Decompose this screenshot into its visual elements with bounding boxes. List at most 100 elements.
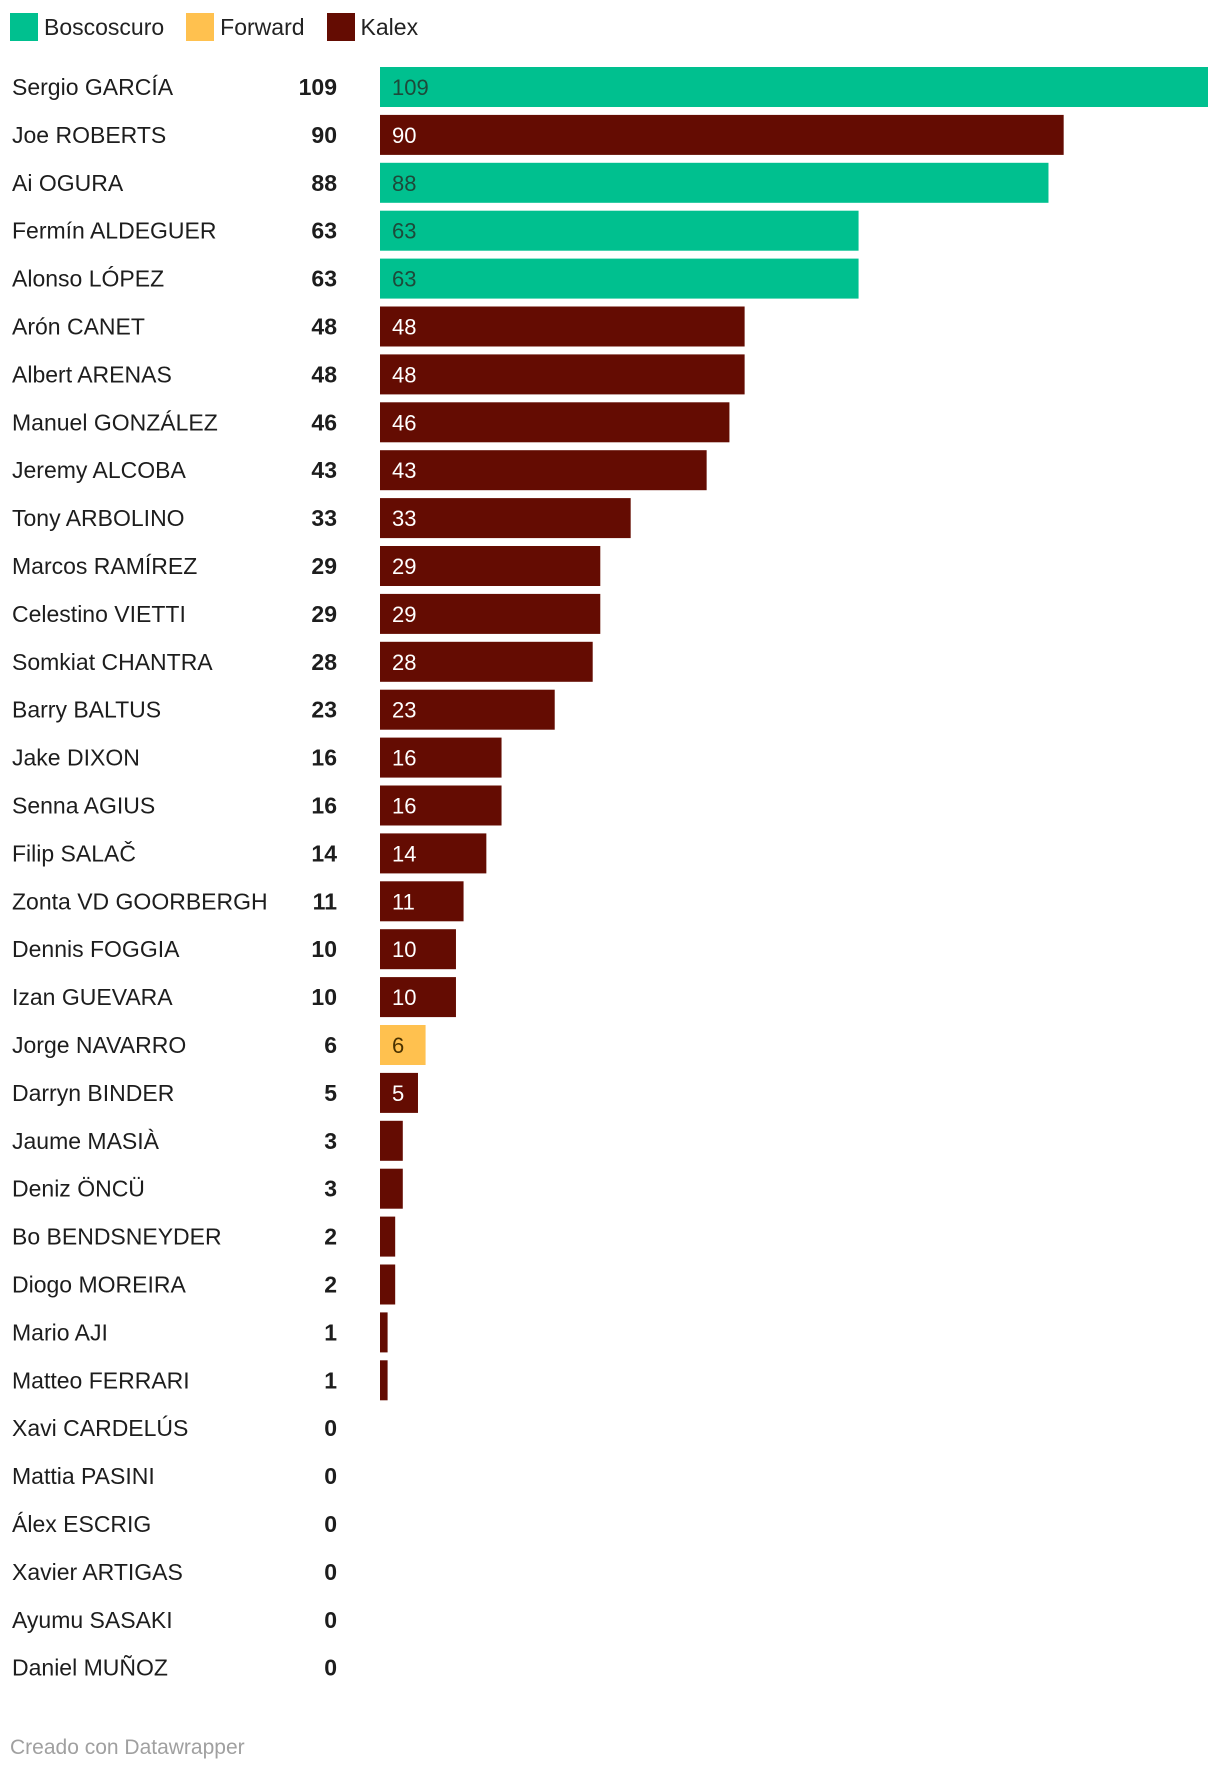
row-value: 90 xyxy=(311,122,337,148)
bar-row: Manuel GONZÁLEZ 46 46 xyxy=(12,402,730,443)
row-label: Matteo FERRARI xyxy=(12,1367,190,1393)
row-value: 109 xyxy=(299,74,337,100)
row-value: 23 xyxy=(311,697,337,723)
row-value: 0 xyxy=(324,1655,337,1681)
chart-legend: Boscoscuro Forward Kalex xyxy=(10,12,440,42)
bar-row: Joe ROBERTS 90 90 xyxy=(12,114,1064,155)
bar-row: Zonta VD GOORBERGH 11 11 xyxy=(12,881,464,922)
row-value: 48 xyxy=(311,361,337,387)
bar-row: Ayumu SASAKI 0 xyxy=(12,1607,337,1633)
bar xyxy=(380,929,456,970)
bar xyxy=(380,785,502,826)
row-value: 0 xyxy=(324,1415,337,1441)
legend-swatch xyxy=(186,13,215,41)
bar-row: Mario AJI 1 xyxy=(12,1312,388,1353)
bar-value-label: 43 xyxy=(392,458,416,483)
legend-item: Boscoscuro xyxy=(10,13,164,41)
row-label: Diogo MOREIRA xyxy=(12,1272,186,1298)
legend-swatch xyxy=(326,13,355,41)
bar-row: Alonso LÓPEZ 63 63 xyxy=(12,258,859,299)
row-value: 5 xyxy=(324,1080,337,1106)
bar-value-label: 10 xyxy=(392,937,416,962)
bar xyxy=(380,546,601,586)
bar-row: Arón CANET 48 48 xyxy=(12,306,745,347)
row-value: 0 xyxy=(324,1463,337,1489)
bar-row: Albert ARENAS 48 48 xyxy=(12,354,745,395)
bar xyxy=(380,1360,388,1401)
bar xyxy=(380,258,859,299)
bar-value-label: 46 xyxy=(392,410,416,435)
row-label: Jake DIXON xyxy=(12,745,140,771)
bar-row: Filip SALAČ 14 14 xyxy=(12,833,487,874)
bar xyxy=(380,593,601,634)
bar-value-label: 88 xyxy=(392,171,416,196)
bar-row: Daniel MUÑOZ 0 xyxy=(12,1655,337,1681)
bar xyxy=(380,641,593,682)
bar xyxy=(380,833,487,874)
row-label: Darryn BINDER xyxy=(12,1080,174,1106)
bar-value-label: 16 xyxy=(392,794,416,819)
bar xyxy=(380,162,1049,203)
legend-label: Kalex xyxy=(360,13,419,40)
row-value: 10 xyxy=(311,984,337,1010)
row-label: Jeremy ALCOBA xyxy=(12,457,186,483)
row-label: Izan GUEVARA xyxy=(12,984,173,1010)
row-label: Jorge NAVARRO xyxy=(12,1032,186,1058)
bar xyxy=(380,354,745,395)
bar xyxy=(380,689,555,730)
bar-value-label: 29 xyxy=(392,602,416,627)
row-value: 10 xyxy=(311,936,337,962)
bar-value-label: 11 xyxy=(392,889,415,914)
bar-value-label: 63 xyxy=(392,219,416,244)
row-value: 2 xyxy=(324,1224,337,1250)
row-value: 48 xyxy=(311,314,337,340)
bar-row: Sergio GARCÍA 109 109 xyxy=(12,67,1208,107)
bar-row: Izan GUEVARA 10 10 xyxy=(12,977,456,1018)
bar-row: Matteo FERRARI 1 xyxy=(12,1360,388,1401)
row-label: Filip SALAČ xyxy=(12,839,136,866)
row-value: 0 xyxy=(324,1511,337,1537)
row-label: Álex ESCRIG xyxy=(12,1511,151,1537)
row-label: Celestino VIETTI xyxy=(12,601,186,627)
bar xyxy=(380,881,464,922)
bar xyxy=(380,1216,396,1257)
bar-row: Mattia PASINI 0 xyxy=(12,1463,337,1489)
row-value: 29 xyxy=(311,553,337,579)
bar-row: Marcos RAMÍREZ 29 29 xyxy=(12,546,601,586)
row-label: Xavi CARDELÚS xyxy=(12,1415,188,1441)
row-label: Ai OGURA xyxy=(12,170,124,196)
row-label: Senna AGIUS xyxy=(12,793,155,819)
bar-row: Xavier ARTIGAS 0 xyxy=(12,1559,337,1585)
bar-row: Fermín ALDEGUER 63 63 xyxy=(12,210,859,251)
bar xyxy=(380,1264,396,1305)
row-value: 0 xyxy=(324,1559,337,1585)
legend-swatch xyxy=(10,13,38,41)
bar-row: Diogo MOREIRA 2 xyxy=(12,1264,396,1305)
bar xyxy=(380,737,502,778)
bar-row: Darryn BINDER 5 5 xyxy=(12,1072,418,1113)
row-value: 16 xyxy=(311,793,337,819)
row-value: 14 xyxy=(311,840,337,866)
bar-row: Jeremy ALCOBA 43 43 xyxy=(12,450,707,491)
bar xyxy=(380,402,730,443)
bar xyxy=(380,306,745,347)
row-label: Alonso LÓPEZ xyxy=(12,266,164,292)
bar-value-label: 14 xyxy=(392,841,416,866)
bar-row: Dennis FOGGIA 10 10 xyxy=(12,929,456,970)
row-label: Tony ARBOLINO xyxy=(12,505,185,531)
row-value: 1 xyxy=(324,1367,337,1393)
bar-row: Bo BENDSNEYDER 2 xyxy=(12,1216,396,1257)
bar-value-label: 23 xyxy=(392,698,416,723)
row-value: 2 xyxy=(324,1272,337,1298)
bar xyxy=(380,977,456,1018)
bar-value-label: 16 xyxy=(392,746,416,771)
bar-row: Xavi CARDELÚS 0 xyxy=(12,1415,337,1441)
bar-value-label: 90 xyxy=(392,123,416,148)
footer-credit[interactable]: Creado con Datawrapper xyxy=(10,1736,245,1759)
bar-value-label: 28 xyxy=(392,650,416,675)
row-value: 16 xyxy=(311,745,337,771)
row-value: 33 xyxy=(311,505,337,531)
row-label: Barry BALTUS xyxy=(12,697,161,723)
bar xyxy=(380,114,1064,155)
row-label: Joe ROBERTS xyxy=(12,122,166,148)
